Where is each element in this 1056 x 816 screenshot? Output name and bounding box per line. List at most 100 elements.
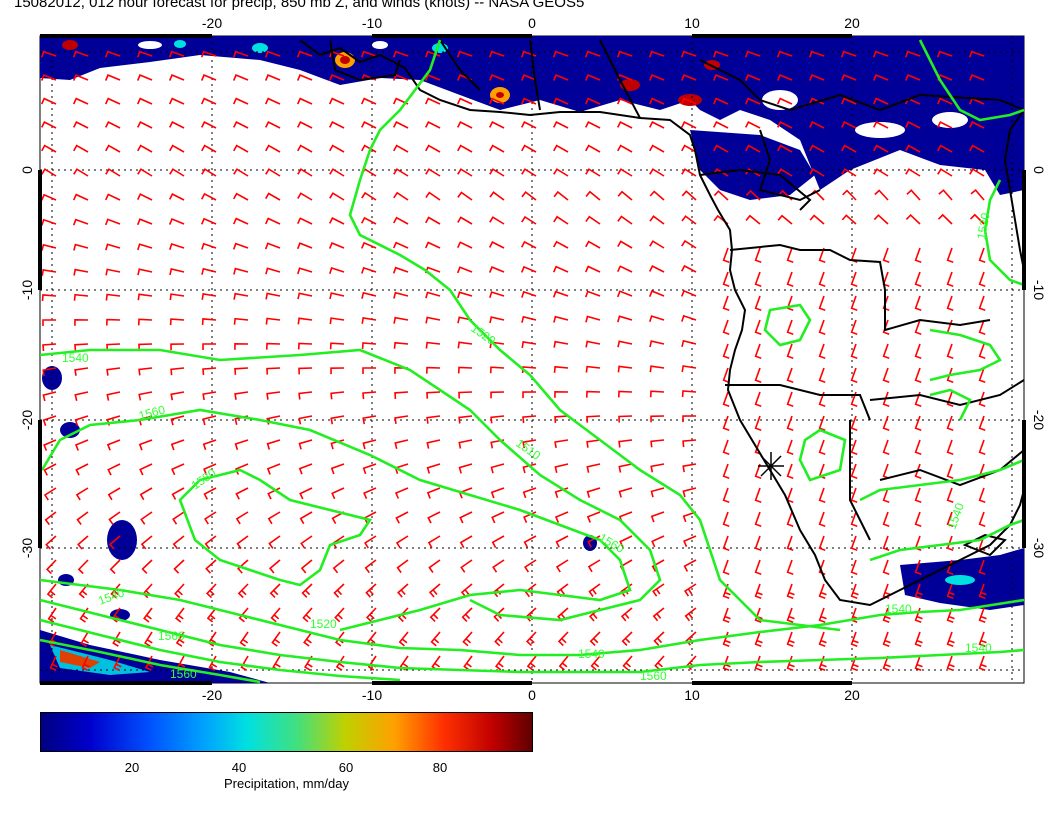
wind-barb: [200, 50, 217, 58]
wind-barb: [650, 511, 665, 523]
wind-barb: [522, 415, 537, 424]
wind-barb: [722, 559, 730, 576]
wind-barb: [457, 291, 473, 299]
wind-barb: [106, 391, 121, 401]
wind-barb: [40, 121, 57, 129]
wind-barb: [904, 74, 921, 81]
wind-barb: [296, 97, 313, 105]
wind-barb: [170, 415, 185, 426]
wind-barb: [329, 144, 345, 153]
wind-barb: [75, 487, 89, 501]
wind-barb: [206, 607, 217, 623]
wind-barb: [106, 367, 121, 376]
wind-barb: [850, 535, 858, 552]
wind-barb: [584, 74, 601, 81]
wind-barb: [722, 535, 730, 552]
wind-barb: [106, 318, 121, 326]
wind-barb: [808, 50, 825, 58]
wind-barb: [968, 50, 985, 58]
wind-barb: [42, 367, 57, 377]
wind-barb: [754, 343, 762, 360]
wind-barb: [168, 193, 185, 201]
wind-barb: [585, 190, 601, 201]
wind-barb: [585, 240, 601, 249]
coastlines: [299, 39, 1025, 607]
wind-barb: [590, 655, 601, 671]
wind-barb: [46, 583, 57, 599]
wind-barb: [41, 168, 57, 177]
lon-tick-top: 10: [684, 15, 700, 31]
wind-barb: [365, 607, 377, 623]
wind-barb: [364, 559, 377, 574]
wind-barb: [946, 487, 954, 504]
wind-barb: [584, 265, 601, 273]
wind-barb: [882, 367, 890, 384]
wind-barb: [850, 487, 858, 504]
wind-barb: [44, 511, 57, 526]
wind-barb: [361, 266, 377, 274]
wind-barb: [946, 631, 955, 648]
wind-barb: [330, 367, 345, 375]
wind-barb: [557, 631, 569, 647]
wind-barb: [232, 97, 249, 105]
wind-barb: [617, 340, 633, 348]
wind-barb: [169, 144, 185, 153]
wind-barb: [554, 415, 569, 423]
wind-barb: [40, 97, 57, 105]
lon-tick-bottom: 0: [528, 687, 536, 700]
wind-barb: [722, 415, 730, 432]
wind-barb: [842, 189, 857, 201]
wind-barb: [41, 144, 57, 153]
wind-barb: [552, 290, 569, 298]
wind-barb: [652, 583, 665, 597]
wind-barb: [946, 607, 955, 624]
wind-barb: [914, 511, 922, 528]
wind-barb: [872, 74, 889, 81]
lon-tick-top: -20: [202, 15, 222, 31]
wind-barb: [904, 121, 921, 129]
wind-barb: [522, 487, 537, 499]
contour-label: 1520: [310, 617, 337, 631]
wind-barb: [137, 168, 153, 177]
contour-label: 1560: [158, 629, 185, 643]
wind-barb: [168, 74, 185, 81]
wind-barb: [492, 559, 505, 573]
wind-barb: [426, 391, 441, 399]
wind-barb: [105, 243, 121, 251]
wind-barb: [463, 655, 473, 671]
wind-barb: [777, 168, 793, 177]
wind-barb: [299, 511, 313, 525]
wind-barb: [754, 583, 763, 600]
wind-barb: [265, 192, 281, 201]
wind-barb: [882, 487, 890, 504]
height-contours: [39, 39, 1025, 684]
wind-barb: [171, 487, 185, 500]
wind-barb: [914, 319, 922, 336]
wind-barb: [914, 247, 922, 264]
wind-barb: [425, 144, 441, 153]
wind-barb: [818, 607, 827, 624]
forecast-map: 1540 1560 1520 1510 1560 1540 1560 1520 …: [19, 15, 1047, 700]
wind-barb: [328, 97, 345, 105]
wind-barb: [649, 168, 665, 177]
wind-barb: [394, 439, 409, 449]
wind-barb: [754, 367, 762, 384]
wind-barb: [617, 144, 633, 153]
wind-barb: [586, 390, 601, 398]
wind-barb: [914, 583, 923, 600]
wind-barb: [681, 339, 697, 347]
wind-barb: [754, 487, 762, 504]
wind-barb: [722, 607, 731, 624]
wind-barb: [946, 415, 954, 432]
wind-barb: [430, 631, 441, 647]
wind-barb: [522, 439, 537, 449]
wind-barb: [237, 583, 249, 599]
wind-barb: [42, 391, 57, 402]
wind-barb: [330, 463, 345, 475]
wind-barb: [523, 559, 537, 573]
wind-barb: [40, 74, 57, 81]
wind-barb: [43, 487, 57, 501]
wind-barb: [808, 121, 825, 129]
wind-barb: [205, 583, 217, 599]
wind-barb: [618, 390, 633, 398]
